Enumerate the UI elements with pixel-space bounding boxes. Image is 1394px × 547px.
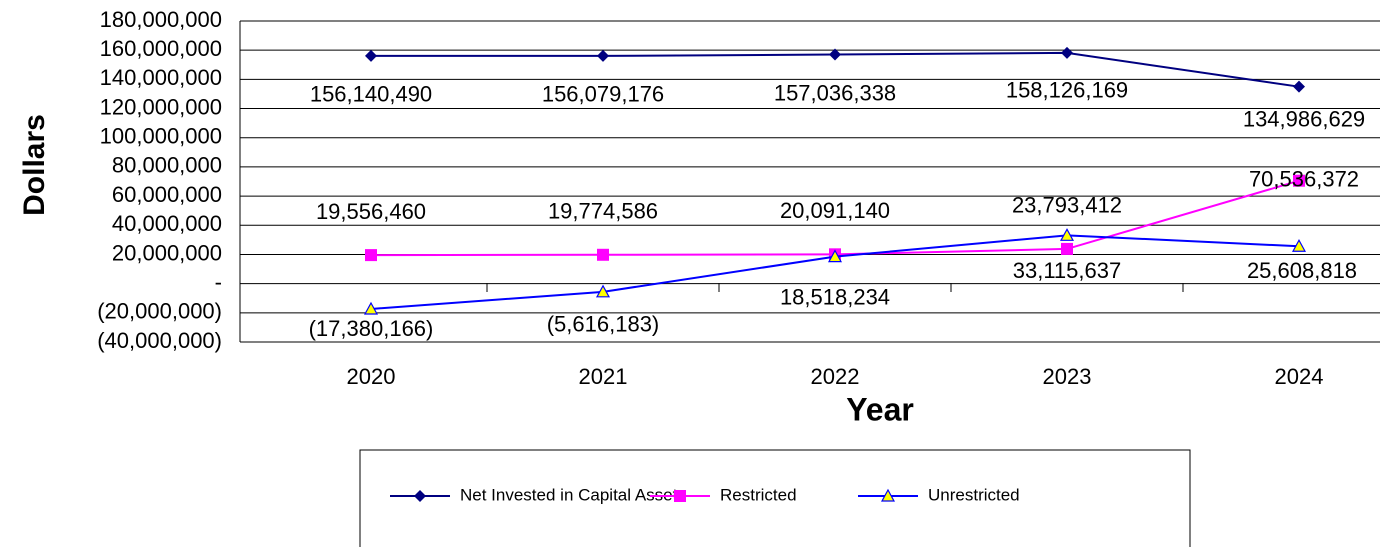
data-label: 156,079,176 (542, 82, 664, 107)
x-tick-label: 2024 (1275, 364, 1324, 389)
data-label: 23,793,412 (1012, 193, 1122, 218)
legend-box (359, 449, 1191, 547)
data-label: 25,608,818 (1247, 258, 1357, 283)
data-label: 19,774,586 (548, 199, 658, 224)
data-label: (5,616,183) (547, 312, 660, 337)
legend-label: Unrestricted (928, 485, 1020, 504)
y-tick-label: 180,000,000 (100, 7, 222, 32)
point (1061, 46, 1073, 59)
data-label: 157,036,338 (774, 80, 896, 105)
y-tick-label: 140,000,000 (100, 65, 222, 90)
y-tick-label: 20,000,000 (112, 240, 222, 265)
data-label: 18,518,234 (780, 284, 890, 309)
y-tick-label: 80,000,000 (112, 153, 222, 178)
point (827, 249, 843, 263)
x-tick-label: 2020 (347, 364, 396, 389)
data-label: 20,091,140 (780, 198, 890, 223)
data-label: (17,380,166) (309, 316, 434, 341)
y-tick-label: (40,000,000) (97, 328, 222, 353)
point (363, 301, 379, 315)
point (597, 248, 609, 261)
point (595, 284, 611, 298)
point (829, 48, 841, 61)
x-axis-label: Year (846, 391, 914, 427)
y-tick-label: 120,000,000 (100, 94, 222, 119)
point (1291, 239, 1307, 252)
y-tick-label: - (215, 269, 222, 294)
data-label: 70,536,372 (1249, 167, 1359, 192)
data-label: 134,986,629 (1243, 106, 1365, 131)
y-tick-label: 60,000,000 (112, 182, 222, 207)
legend-label: Net Invested in Capital Assets (460, 485, 686, 504)
point (1293, 80, 1305, 93)
data-label: 158,126,169 (1006, 78, 1128, 103)
x-tick-label: 2023 (1043, 364, 1092, 389)
x-tick-label: 2022 (811, 364, 860, 389)
point (1059, 228, 1075, 241)
point (597, 49, 609, 62)
legend-marker (674, 490, 686, 502)
legend-marker (880, 488, 896, 502)
legend-label: Restricted (720, 485, 797, 504)
y-tick-label: 100,000,000 (100, 124, 222, 149)
point (1293, 174, 1305, 187)
point (365, 249, 377, 262)
data-label: 33,115,637 (1013, 258, 1121, 283)
y-tick-label: 160,000,000 (100, 36, 222, 61)
y-axis-label: Dollars (18, 114, 51, 216)
data-label: 156,140,490 (310, 82, 432, 107)
point (365, 49, 377, 62)
x-tick-label: 2021 (579, 364, 628, 389)
data-label: 19,556,460 (316, 199, 426, 224)
legend-marker (414, 490, 426, 502)
y-tick-label: 40,000,000 (112, 211, 222, 236)
y-tick-label: (20,000,000) (97, 299, 222, 324)
point (1061, 242, 1073, 255)
